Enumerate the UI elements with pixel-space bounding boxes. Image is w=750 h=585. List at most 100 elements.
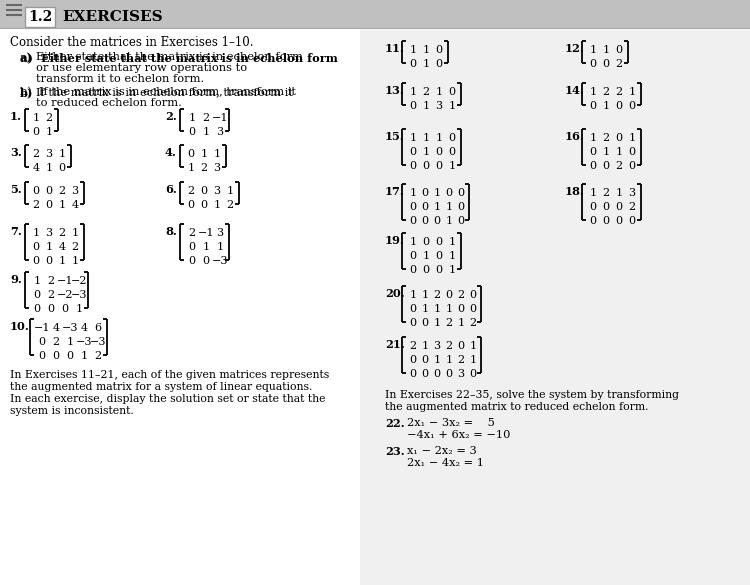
Text: 1: 1 [590,87,596,97]
Text: 0: 0 [436,237,442,247]
Text: 0: 0 [34,290,40,300]
Text: 0: 0 [616,202,622,212]
Text: 23.: 23. [385,446,405,457]
Text: 0: 0 [590,161,596,171]
Text: 1: 1 [470,355,476,365]
Text: 2: 2 [32,200,40,210]
Text: 1: 1 [448,101,455,111]
Text: 0: 0 [616,133,622,143]
Bar [0,0,750,28]
Text: 3: 3 [458,369,464,379]
Text: 0: 0 [436,265,442,275]
Text: 2: 2 [410,341,416,351]
Text: In Exercises 22–35, solve the system by transforming: In Exercises 22–35, solve the system by … [385,390,679,400]
Text: 0: 0 [436,45,442,55]
Text: 0: 0 [628,101,635,111]
Text: 1: 1 [202,242,209,252]
Text: 1: 1 [470,341,476,351]
Text: 22.: 22. [385,418,405,429]
Text: 1: 1 [433,355,440,365]
Text: 3.: 3. [10,147,22,158]
Text: 0: 0 [458,188,464,198]
Text: 0: 0 [410,318,416,328]
Text: 0: 0 [422,216,428,226]
Text: 2: 2 [458,355,464,365]
Text: 1: 1 [436,87,442,97]
Text: 2: 2 [53,337,59,347]
Text: 6: 6 [94,323,101,333]
Text: 1: 1 [410,290,416,300]
Text: 0: 0 [458,216,464,226]
Text: EXERCISES: EXERCISES [62,10,163,24]
Text: 0: 0 [32,186,40,196]
Text: 0: 0 [410,265,416,275]
Text: 0: 0 [188,242,196,252]
Text: 18.: 18. [565,186,585,197]
Text: 0: 0 [436,161,442,171]
Text: 3: 3 [71,186,79,196]
Text: 2: 2 [446,341,452,351]
Text: 3: 3 [433,341,440,351]
Text: 14.: 14. [565,85,585,96]
Text: −1: −1 [211,113,228,123]
Text: 1: 1 [422,101,430,111]
Text: 1: 1 [58,149,65,159]
Text: 0: 0 [410,202,416,212]
Text: 1: 1 [446,355,452,365]
Text: 0: 0 [602,161,610,171]
Text: 2: 2 [58,186,65,196]
Text: 0: 0 [422,369,428,379]
Text: 1: 1 [590,188,596,198]
Text: 1: 1 [422,304,428,314]
Text: 9.: 9. [10,274,22,285]
Text: 2: 2 [433,290,440,300]
Text: 15.: 15. [385,131,405,142]
Text: 0: 0 [616,101,622,111]
Text: 3: 3 [214,163,220,173]
Text: 1: 1 [214,200,220,210]
Text: 0: 0 [422,265,430,275]
Text: 0: 0 [32,242,40,252]
Text: 3: 3 [217,228,223,238]
Text: 2: 2 [470,318,476,328]
Text: 1: 1 [67,337,74,347]
Text: 0: 0 [188,127,196,137]
Text: 0: 0 [436,147,442,157]
Text: 2: 2 [71,242,79,252]
Text: 0: 0 [470,304,476,314]
Text: 0: 0 [590,147,596,157]
Text: 1: 1 [422,45,430,55]
Text: 1: 1 [80,351,88,361]
Text: 0: 0 [188,200,194,210]
Text: 1: 1 [433,304,440,314]
Text: 2: 2 [200,163,208,173]
Text: 0: 0 [446,369,452,379]
Text: 0: 0 [602,202,610,212]
Text: 2: 2 [188,228,196,238]
Text: 0: 0 [422,188,428,198]
Text: 0: 0 [188,149,194,159]
Text: 0: 0 [200,186,208,196]
Text: 0: 0 [446,290,452,300]
Text: 1: 1 [433,202,440,212]
Text: 0: 0 [38,337,46,347]
Text: 0: 0 [458,202,464,212]
Text: 0: 0 [628,161,635,171]
Text: 4: 4 [80,323,88,333]
Text: 2: 2 [226,200,233,210]
Text: −3: −3 [62,323,78,333]
Text: 4: 4 [71,200,79,210]
Text: 6.: 6. [165,184,177,195]
Text: 8.: 8. [165,226,177,237]
Text: 1: 1 [590,45,596,55]
Bar [360,30,750,585]
Text: Either state that the matrix is in echelon form: Either state that the matrix is in echel… [36,52,303,62]
Text: 3: 3 [436,101,442,111]
Text: −1: −1 [198,228,214,238]
Text: 1: 1 [448,161,455,171]
Text: to reduced echelon form.: to reduced echelon form. [36,98,182,108]
Text: −3: −3 [76,337,92,347]
Text: 1: 1 [202,127,209,137]
Text: 1: 1 [602,45,610,55]
Text: 0: 0 [62,304,68,314]
